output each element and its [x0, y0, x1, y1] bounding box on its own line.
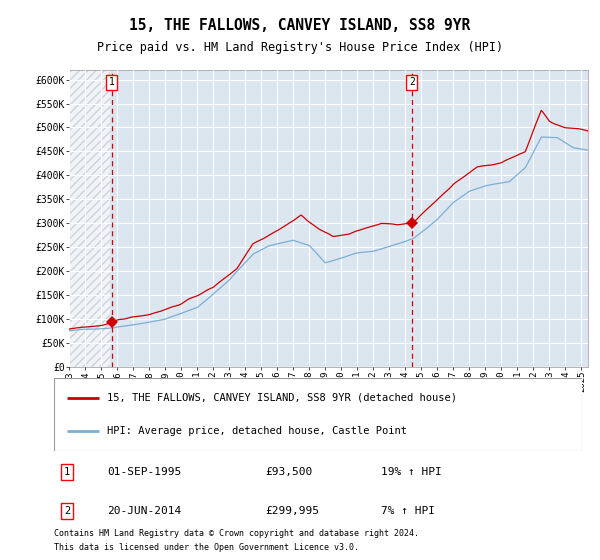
Text: 01-SEP-1995: 01-SEP-1995 [107, 467, 181, 477]
Text: 15, THE FALLOWS, CANVEY ISLAND, SS8 9YR (detached house): 15, THE FALLOWS, CANVEY ISLAND, SS8 9YR … [107, 393, 457, 403]
FancyBboxPatch shape [54, 378, 582, 451]
Text: This data is licensed under the Open Government Licence v3.0.: This data is licensed under the Open Gov… [54, 543, 359, 552]
Text: Contains HM Land Registry data © Crown copyright and database right 2024.: Contains HM Land Registry data © Crown c… [54, 529, 419, 538]
Text: £93,500: £93,500 [265, 467, 313, 477]
Text: 7% ↑ HPI: 7% ↑ HPI [382, 506, 436, 516]
Text: 15, THE FALLOWS, CANVEY ISLAND, SS8 9YR: 15, THE FALLOWS, CANVEY ISLAND, SS8 9YR [130, 18, 470, 32]
Text: 2: 2 [64, 506, 70, 516]
Text: 19% ↑ HPI: 19% ↑ HPI [382, 467, 442, 477]
Text: 20-JUN-2014: 20-JUN-2014 [107, 506, 181, 516]
Text: £299,995: £299,995 [265, 506, 319, 516]
Text: 1: 1 [64, 467, 70, 477]
Text: 1: 1 [109, 77, 115, 87]
Text: 2: 2 [409, 77, 415, 87]
Text: HPI: Average price, detached house, Castle Point: HPI: Average price, detached house, Cast… [107, 426, 407, 436]
Bar [69, 70, 110, 367]
Text: Price paid vs. HM Land Registry's House Price Index (HPI): Price paid vs. HM Land Registry's House … [97, 41, 503, 54]
